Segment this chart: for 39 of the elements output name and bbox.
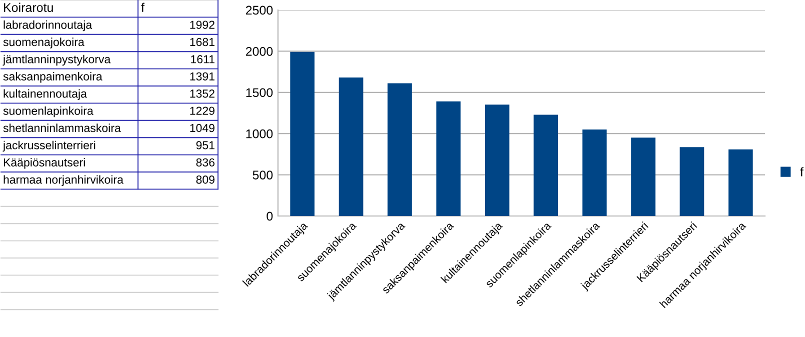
y-tick-label: 1500 <box>246 88 273 98</box>
data-label: 1049 <box>190 124 214 132</box>
text: Koirarotu <box>4 2 53 12</box>
data-label: 951 <box>196 141 214 150</box>
y-tick-label: 500 <box>252 170 273 180</box>
bar <box>680 147 704 216</box>
bar <box>582 130 607 216</box>
bar <box>338 77 364 216</box>
category-label: Kääpiösnautseri <box>4 158 85 169</box>
y-tick-label: 0 <box>266 212 273 221</box>
y-tick-label: 1000 <box>246 129 273 138</box>
data-label: 1229 <box>190 106 214 115</box>
bar <box>631 138 656 216</box>
bar <box>534 114 558 216</box>
category-label: shetlanninlammaskoira <box>3 124 121 132</box>
category-label: harmaa norjanhirvikoira <box>4 175 124 186</box>
bar <box>388 83 412 216</box>
data-label: 809 <box>196 176 214 184</box>
data-label: 1992 <box>190 20 214 29</box>
category-label: suomenlapinkoira <box>3 106 94 118</box>
category-label: jackrusselinterrieri <box>2 140 96 152</box>
bar <box>728 149 753 216</box>
text: f <box>141 2 144 12</box>
data-label: 1352 <box>190 90 214 98</box>
category-label: suomenajokoira <box>3 38 84 48</box>
y-tick-label: 2500 <box>246 6 273 15</box>
category-label: saksanpaimenkoira <box>3 72 102 83</box>
bar <box>484 104 510 216</box>
category-label: labradorinnoutaja <box>4 20 92 32</box>
data-label: 1681 <box>190 38 214 46</box>
y-tick-label: 2000 <box>246 47 273 56</box>
legend-label: f <box>800 167 804 176</box>
category-label: kultainennoutaja <box>4 89 87 100</box>
bar <box>436 101 461 216</box>
data-label: 1391 <box>190 72 214 80</box>
data-label: 1611 <box>191 55 214 64</box>
bar <box>290 52 315 216</box>
data-label: 836 <box>196 158 214 166</box>
category-label: jämtlanninpystykorva <box>2 54 111 66</box>
